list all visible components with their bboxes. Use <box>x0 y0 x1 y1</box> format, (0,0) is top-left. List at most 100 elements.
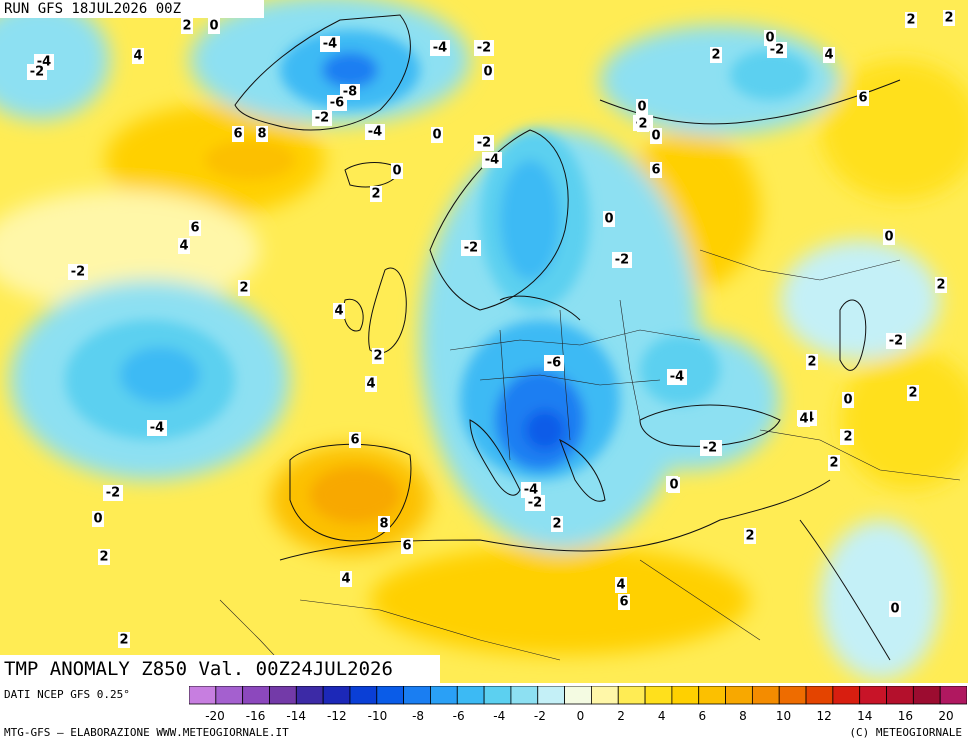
legend-tick-label: -2 <box>534 709 546 723</box>
contour-label-background <box>132 48 144 64</box>
contour-label: 4 <box>366 377 375 392</box>
cold-core-atlantic-inner <box>120 347 200 403</box>
contour-label-background <box>883 229 895 245</box>
contour-label: 0 <box>651 129 660 144</box>
cold-core-greenland-inner <box>322 52 378 88</box>
legend-swatch <box>698 686 726 705</box>
contour-label: -4 <box>323 37 337 52</box>
legend-swatch <box>430 686 458 705</box>
contour-label: -4 <box>433 41 447 56</box>
contour-label-background <box>842 392 854 408</box>
contour-label-background <box>474 40 494 56</box>
contour-label: 6 <box>350 433 359 448</box>
contour-label: 0 <box>432 128 441 143</box>
contour-label: -2 <box>615 253 629 268</box>
contour-label: 8 <box>379 517 388 532</box>
legend-tick-label: 2 <box>617 709 625 723</box>
contour-label-background <box>636 99 648 115</box>
contour-label-background <box>943 10 955 26</box>
contour-label: -2 <box>528 496 542 511</box>
legend-tick-label: -8 <box>412 709 424 723</box>
legend-swatch <box>537 686 565 705</box>
contour-label-background <box>378 516 390 532</box>
contour-label: -2 <box>703 441 717 456</box>
contour-label-background <box>650 128 662 144</box>
contour-labels: 2 0-4-24-4-8-6-2-4-206 8-40-2-40264-224-22… <box>27 10 955 648</box>
footer-copyright: (C) METEOGIORNALE <box>849 726 962 739</box>
country-borders <box>219 249 961 683</box>
cold-core-barents <box>730 50 810 100</box>
contour-label: -6 <box>547 356 561 371</box>
legend-tick-label: -6 <box>453 709 465 723</box>
legend-swatch <box>832 686 861 705</box>
contour-label: 6 <box>402 539 411 554</box>
contour-label: -4 <box>368 125 382 140</box>
contour-label: 6 <box>651 163 660 178</box>
legend-swatch <box>189 686 217 705</box>
contour-label: 0 <box>483 65 492 80</box>
contour-label-background <box>710 47 722 63</box>
contour-label: 2 <box>843 430 852 445</box>
contour-label-background <box>340 571 352 587</box>
legend-tick-label: 0 <box>577 709 585 723</box>
legend-swatch <box>805 686 834 705</box>
contour-label: -4 <box>150 421 164 436</box>
legend-swatch <box>349 686 378 705</box>
red-sea-coast <box>799 519 891 661</box>
iberia-coast <box>289 443 412 542</box>
contour-label-background <box>668 477 680 493</box>
contour-label: 4 <box>799 412 808 427</box>
contour-label-background <box>886 333 906 349</box>
contour-label: 2 <box>944 11 953 26</box>
legend-tick-label: -14 <box>286 709 306 723</box>
legend-swatch <box>725 686 753 705</box>
contour-label: -2 <box>30 65 44 80</box>
contour-label-background <box>92 511 104 527</box>
contour-label-background <box>650 162 662 178</box>
contour-label: -2 <box>464 241 478 256</box>
data-source-note: DATI NCEP GFS 0.25° <box>4 688 130 701</box>
contour-label-background <box>482 152 502 168</box>
contour-label: 0 <box>209 19 218 34</box>
legend-swatch <box>215 686 244 705</box>
contour-label-background <box>935 277 947 293</box>
legend-swatch <box>859 686 887 705</box>
contour-label: 2 <box>371 187 380 202</box>
contour-label-background <box>461 240 481 256</box>
contour-label-background <box>27 64 47 80</box>
contour-label: 6 <box>619 595 628 610</box>
contour-label: 2 <box>638 117 647 132</box>
contour-label: 0 <box>392 164 401 179</box>
legend-tick-label: 8 <box>739 709 747 723</box>
legend-swatch <box>322 686 351 705</box>
legend-swatch <box>912 686 941 705</box>
legend-swatch <box>403 686 431 705</box>
legend-swatch <box>644 686 673 705</box>
contour-label: 4 <box>616 578 625 593</box>
legend-swatch <box>242 686 270 705</box>
contour-label-background <box>370 186 382 202</box>
contour-label: 0 <box>843 393 852 408</box>
contour-label: 2 <box>182 19 191 34</box>
black-sea-coast <box>639 404 781 447</box>
british-isles-coast <box>368 267 407 354</box>
contour-label: 6 <box>858 91 867 106</box>
contour-label-background <box>525 495 545 511</box>
contour-label: 2 <box>711 48 720 63</box>
contour-label: -4 <box>524 483 538 498</box>
contour-label: 4 <box>179 239 188 254</box>
contour-label: 0 <box>890 602 899 617</box>
legend-swatch <box>671 686 700 705</box>
map-title: TMP ANOMALY Z850 Val. 00Z24JUL2026 <box>0 655 440 683</box>
legend-tick-label: 20 <box>938 709 953 723</box>
contour-label-background <box>482 64 494 80</box>
legend-tick-label: -16 <box>246 709 266 723</box>
contour-label: 0 <box>669 478 678 493</box>
contour-label-background <box>365 124 385 140</box>
contour-label: -2 <box>106 486 120 501</box>
legend-swatch <box>751 686 780 705</box>
legend-swatch <box>886 686 914 705</box>
legend-tick-label: -10 <box>368 709 388 723</box>
caspian-coast <box>839 299 867 371</box>
legend-swatch <box>591 686 619 705</box>
